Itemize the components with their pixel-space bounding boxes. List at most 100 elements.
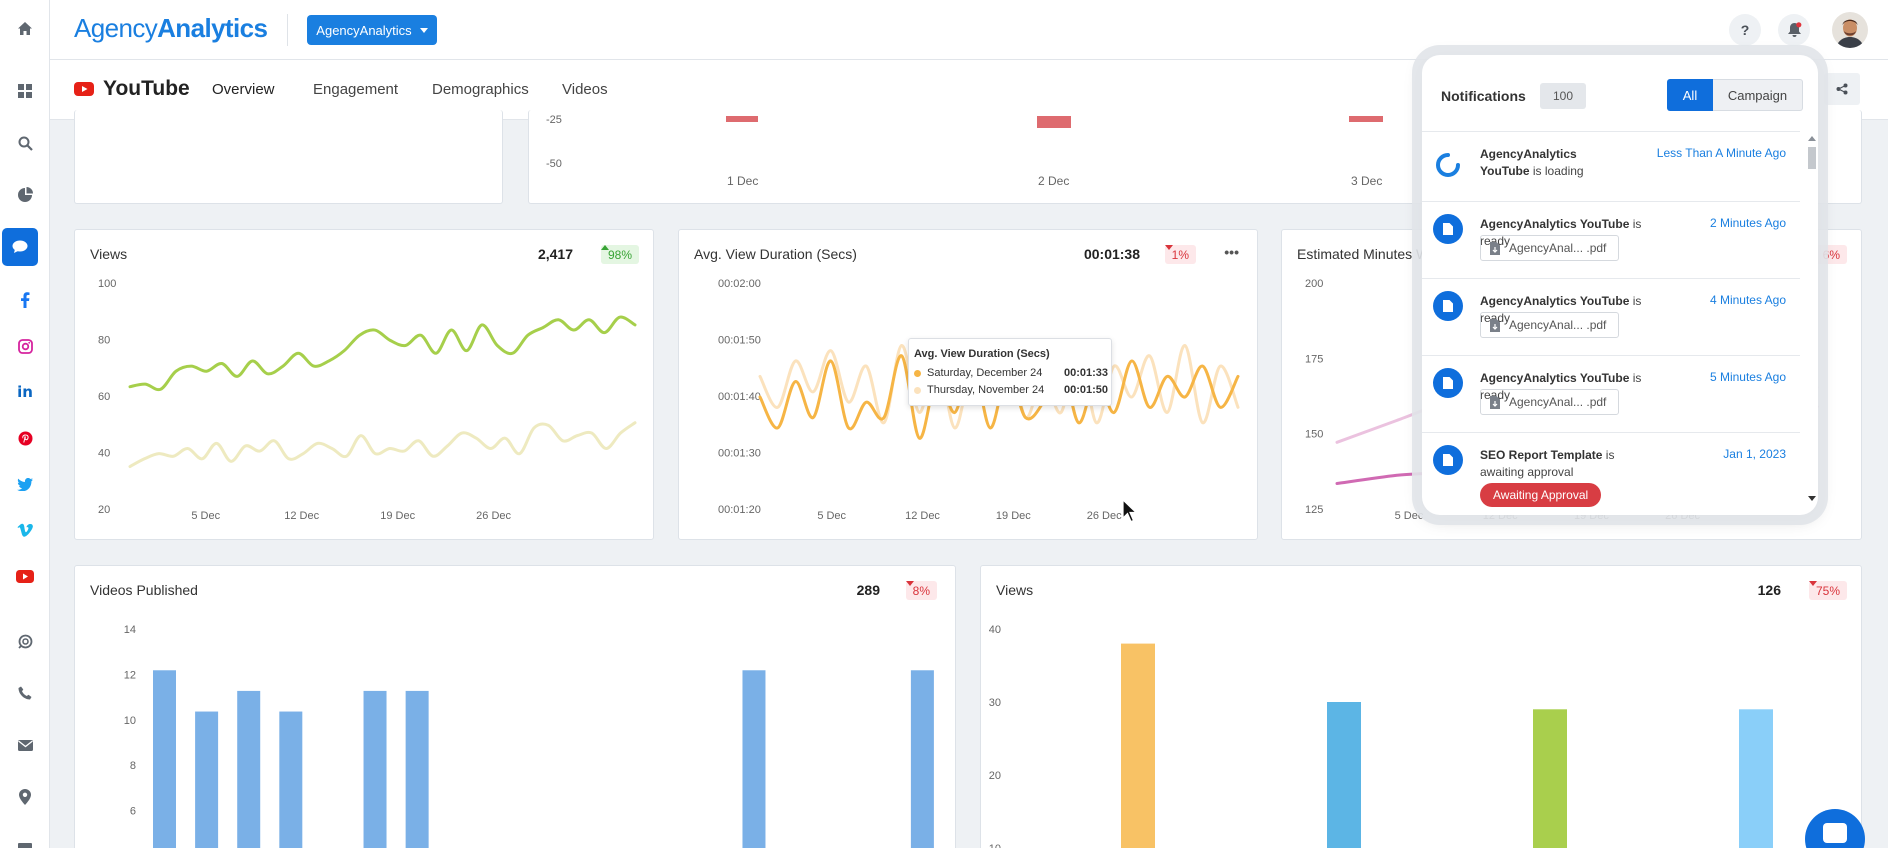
tab-demographics[interactable]: Demographics bbox=[432, 81, 529, 98]
y-tick-label: 10 bbox=[989, 843, 1001, 848]
notification-item[interactable]: AgencyAnalytics YouTube is ready 5 Minut… bbox=[1422, 355, 1800, 432]
document-icon bbox=[1433, 445, 1463, 475]
series-dot bbox=[914, 386, 921, 394]
email-icon[interactable] bbox=[0, 726, 50, 764]
notifications-scrollbar[interactable] bbox=[1806, 135, 1818, 505]
videos-published-bar-chart: 141210864 bbox=[124, 624, 934, 848]
tooltip-label: Thursday, November 24 bbox=[927, 384, 1045, 396]
y-tick-label: 60 bbox=[98, 391, 110, 403]
vimeo-icon[interactable] bbox=[0, 511, 50, 549]
change-badge: 1% bbox=[1164, 245, 1196, 264]
y-tick-label: 00:02:00 bbox=[718, 278, 761, 290]
views-line-chart: 100 80 60 40 20 5 Dec 12 Dec 19 Dec 26 Dec bbox=[98, 278, 637, 522]
location-icon[interactable] bbox=[0, 778, 50, 816]
chart-bar bbox=[1037, 116, 1071, 128]
document-icon bbox=[1433, 368, 1463, 398]
dashboard-icon[interactable] bbox=[0, 72, 50, 110]
chart-bar bbox=[1121, 643, 1155, 848]
y-tick-label: 6 bbox=[130, 806, 136, 818]
integration-title: YouTube bbox=[74, 77, 190, 101]
chart-bar bbox=[742, 670, 766, 848]
search-icon[interactable] bbox=[0, 124, 50, 162]
tab-engagement[interactable]: Engagement bbox=[313, 81, 399, 98]
home-icon[interactable] bbox=[0, 10, 50, 48]
pinterest-icon[interactable] bbox=[0, 419, 50, 457]
notification-time: 2 Minutes Ago bbox=[1709, 216, 1786, 230]
y-tick-label: 175 bbox=[1305, 353, 1323, 365]
x-tick-label: 5 Dec bbox=[191, 510, 220, 522]
y-tick-label: 8 bbox=[130, 760, 136, 772]
chart-bar bbox=[910, 670, 934, 848]
share-button[interactable] bbox=[1824, 73, 1860, 105]
notification-time: 5 Minutes Ago bbox=[1709, 370, 1786, 384]
phone-icon[interactable] bbox=[0, 674, 50, 712]
chart-bar bbox=[1327, 702, 1361, 848]
pdf-download-chip[interactable]: AgencyAnal... .pdf bbox=[1480, 312, 1619, 338]
y-tick-label: 30 bbox=[989, 697, 1001, 709]
chat-launcher-button[interactable] bbox=[1805, 809, 1865, 848]
card-views-bar: Views 126 75% 40 30 20 10 bbox=[980, 565, 1862, 848]
tooltip-title: Avg. View Duration (Secs) bbox=[914, 348, 1050, 360]
twitter-icon[interactable] bbox=[0, 465, 50, 503]
file-name: AgencyAnal... .pdf bbox=[1509, 318, 1607, 332]
filter-campaign-button[interactable]: Campaign bbox=[1713, 79, 1803, 111]
notification-item[interactable]: AgencyAnalytics YouTube is ready 4 Minut… bbox=[1422, 278, 1800, 355]
notification-time: 4 Minutes Ago bbox=[1709, 293, 1786, 307]
y-tick-label: -25 bbox=[546, 114, 562, 126]
call-tracking-icon[interactable] bbox=[0, 622, 50, 660]
x-tick-label: 3 Dec bbox=[1351, 174, 1383, 188]
app-logo[interactable]: AgencyAnalytics bbox=[74, 13, 268, 43]
user-avatar[interactable] bbox=[1832, 12, 1868, 48]
change-badge: 8% bbox=[905, 581, 937, 600]
notifications-button[interactable] bbox=[1778, 14, 1810, 46]
y-tick-label: 200 bbox=[1305, 278, 1323, 290]
card-menu-button[interactable]: ••• bbox=[1224, 244, 1239, 260]
file-download-icon bbox=[1490, 318, 1500, 332]
change-badge: 75% bbox=[1808, 581, 1847, 600]
pdf-download-chip[interactable]: AgencyAnal... .pdf bbox=[1480, 389, 1619, 415]
chart-bar bbox=[279, 711, 303, 848]
series-dot bbox=[914, 369, 921, 377]
facebook-icon[interactable] bbox=[0, 281, 50, 319]
chat-icon[interactable] bbox=[2, 228, 38, 266]
youtube-icon[interactable] bbox=[0, 557, 50, 595]
more-icon[interactable] bbox=[0, 828, 50, 848]
chart-bar bbox=[195, 711, 219, 848]
y-tick-label: 14 bbox=[124, 624, 136, 636]
document-icon bbox=[1433, 291, 1463, 321]
notification-text: SEO Report Template is awaiting approval bbox=[1480, 448, 1615, 479]
linkedin-icon[interactable]: in bbox=[17, 383, 33, 401]
notifications-header: Notifications 100 All Campaign bbox=[1422, 55, 1818, 131]
tooltip-label: Saturday, December 24 bbox=[927, 367, 1043, 379]
y-tick-label: 10 bbox=[124, 715, 136, 727]
y-tick-label: 125 bbox=[1305, 504, 1323, 516]
awaiting-approval-badge[interactable]: Awaiting Approval bbox=[1480, 483, 1602, 507]
reports-icon[interactable] bbox=[0, 176, 50, 214]
help-button[interactable]: ? bbox=[1729, 14, 1761, 46]
notification-item[interactable]: AgencyAnalytics YouTube is loading Less T… bbox=[1422, 131, 1800, 201]
instagram-icon[interactable] bbox=[0, 327, 50, 365]
series-line bbox=[758, 354, 1240, 440]
filter-all-button[interactable]: All bbox=[1667, 79, 1713, 111]
account-switcher-button[interactable]: AgencyAnalytics bbox=[307, 15, 437, 45]
notification-time: Jan 1, 2023 bbox=[1723, 447, 1786, 461]
y-tick-label: 150 bbox=[1305, 429, 1323, 441]
notification-item[interactable]: AgencyAnalytics YouTube is ready 2 Minut… bbox=[1422, 201, 1800, 278]
tab-videos[interactable]: Videos bbox=[562, 81, 608, 98]
x-tick-label: 19 Dec bbox=[996, 510, 1031, 522]
card-title: Views bbox=[996, 582, 1034, 598]
y-tick-label: 00:01:50 bbox=[718, 335, 761, 347]
notification-item[interactable]: SEO Report Template is awaiting approval… bbox=[1422, 432, 1800, 515]
card-value: 126 bbox=[1757, 582, 1781, 598]
chart-tooltip: Avg. View Duration (Secs) Saturday, Dece… bbox=[908, 338, 1112, 406]
chart-bar bbox=[1349, 116, 1383, 122]
chart-bar bbox=[1533, 709, 1567, 848]
card-partial-left bbox=[74, 110, 503, 204]
card-videos-published: Videos Published 289 8% 141210864 bbox=[74, 565, 956, 848]
change-badge: 98% bbox=[600, 245, 639, 264]
chart-bar bbox=[237, 690, 261, 848]
account-switcher-label: AgencyAnalytics bbox=[316, 22, 412, 38]
notification-text: AgencyAnalytics YouTube is loading bbox=[1480, 147, 1584, 178]
x-tick-label: 19 Dec bbox=[380, 510, 415, 522]
pdf-download-chip[interactable]: AgencyAnal... .pdf bbox=[1480, 235, 1619, 261]
